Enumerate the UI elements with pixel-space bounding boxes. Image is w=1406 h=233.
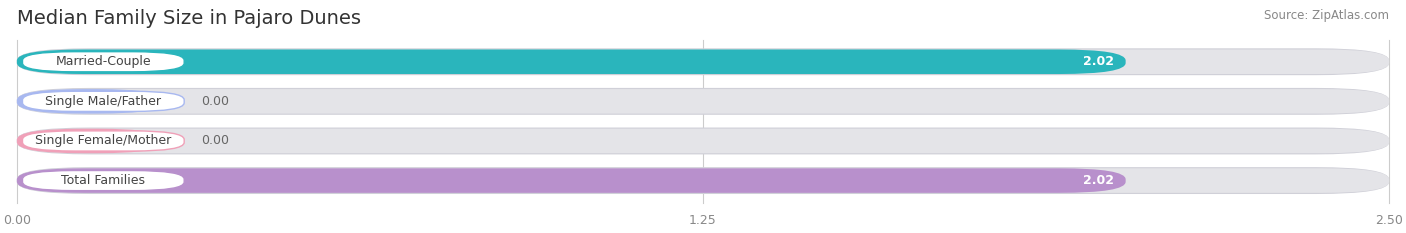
Text: 1.25: 1.25 (689, 214, 717, 227)
Text: Median Family Size in Pajaro Dunes: Median Family Size in Pajaro Dunes (17, 9, 361, 28)
Text: 0.00: 0.00 (201, 95, 229, 108)
Text: 2.50: 2.50 (1375, 214, 1403, 227)
Text: Single Male/Father: Single Male/Father (45, 95, 162, 108)
Text: Married-Couple: Married-Couple (55, 55, 152, 68)
Text: 0.00: 0.00 (3, 214, 31, 227)
Text: 2.02: 2.02 (1084, 174, 1115, 187)
Text: Source: ZipAtlas.com: Source: ZipAtlas.com (1264, 9, 1389, 22)
Text: Single Female/Mother: Single Female/Mother (35, 134, 172, 147)
Text: Total Families: Total Families (62, 174, 145, 187)
Text: 2.02: 2.02 (1084, 55, 1115, 68)
Text: 0.00: 0.00 (201, 134, 229, 147)
